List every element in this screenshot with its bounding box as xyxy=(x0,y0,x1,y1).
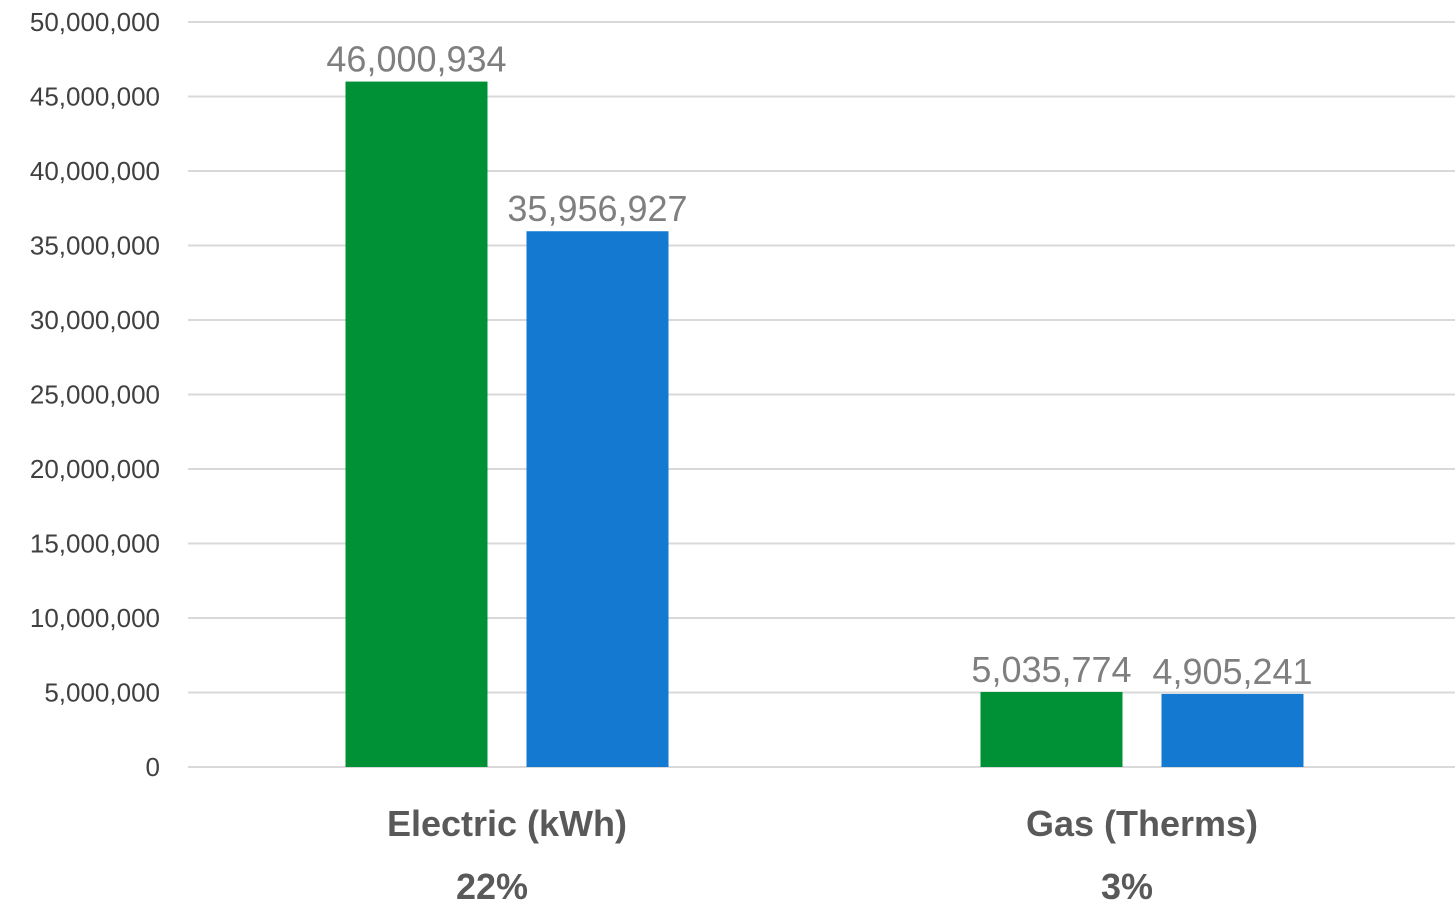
y-tick-label: 30,000,000 xyxy=(30,305,160,335)
y-tick-label: 15,000,000 xyxy=(30,529,160,559)
x-category-label: Electric (kWh) xyxy=(387,803,627,844)
y-tick-label: 50,000,000 xyxy=(30,7,160,37)
y-tick-label: 25,000,000 xyxy=(30,380,160,410)
data-labels: 46,000,934 35,956,927 5,035,774 4,905,241 xyxy=(326,39,1312,692)
x-category-sublabel: 3% xyxy=(1101,866,1153,901)
y-tick-label: 35,000,000 xyxy=(30,231,160,261)
category-labels: Electric (kWh) 22% Gas (Therms) 3% xyxy=(387,803,1258,901)
y-tick-label: 5,000,000 xyxy=(44,678,160,708)
data-label: 46,000,934 xyxy=(326,39,506,80)
data-label: 4,905,241 xyxy=(1152,651,1312,692)
y-axis-tick-labels: 0 5,000,000 10,000,000 15,000,000 20,000,000… xyxy=(30,7,160,782)
y-tick-label: 0 xyxy=(146,752,160,782)
x-category-label: Gas (Therms) xyxy=(1026,803,1258,844)
bar xyxy=(980,691,1123,767)
x-category-sublabel: 22% xyxy=(456,866,528,901)
y-tick-label: 40,000,000 xyxy=(30,156,160,186)
bars xyxy=(345,81,1304,768)
bar xyxy=(345,81,488,768)
y-tick-label: 45,000,000 xyxy=(30,82,160,112)
y-tick-label: 10,000,000 xyxy=(30,603,160,633)
data-label: 5,035,774 xyxy=(971,649,1131,690)
bar xyxy=(1161,693,1304,767)
y-tick-label: 20,000,000 xyxy=(30,454,160,484)
data-label: 35,956,927 xyxy=(507,188,687,229)
bar xyxy=(526,231,669,767)
